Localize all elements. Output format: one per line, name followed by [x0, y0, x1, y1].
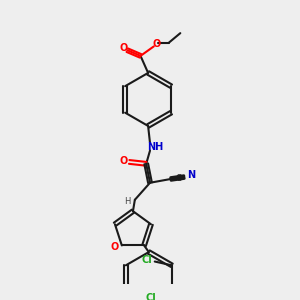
- Text: H: H: [124, 197, 130, 206]
- Text: Cl: Cl: [145, 292, 156, 300]
- Text: NH: NH: [148, 142, 164, 152]
- Text: C: C: [176, 173, 181, 182]
- Text: N: N: [188, 170, 196, 180]
- Text: O: O: [119, 43, 128, 53]
- Text: O: O: [110, 242, 118, 252]
- Text: O: O: [152, 39, 161, 49]
- Text: O: O: [119, 156, 128, 166]
- Text: Cl: Cl: [142, 255, 152, 265]
